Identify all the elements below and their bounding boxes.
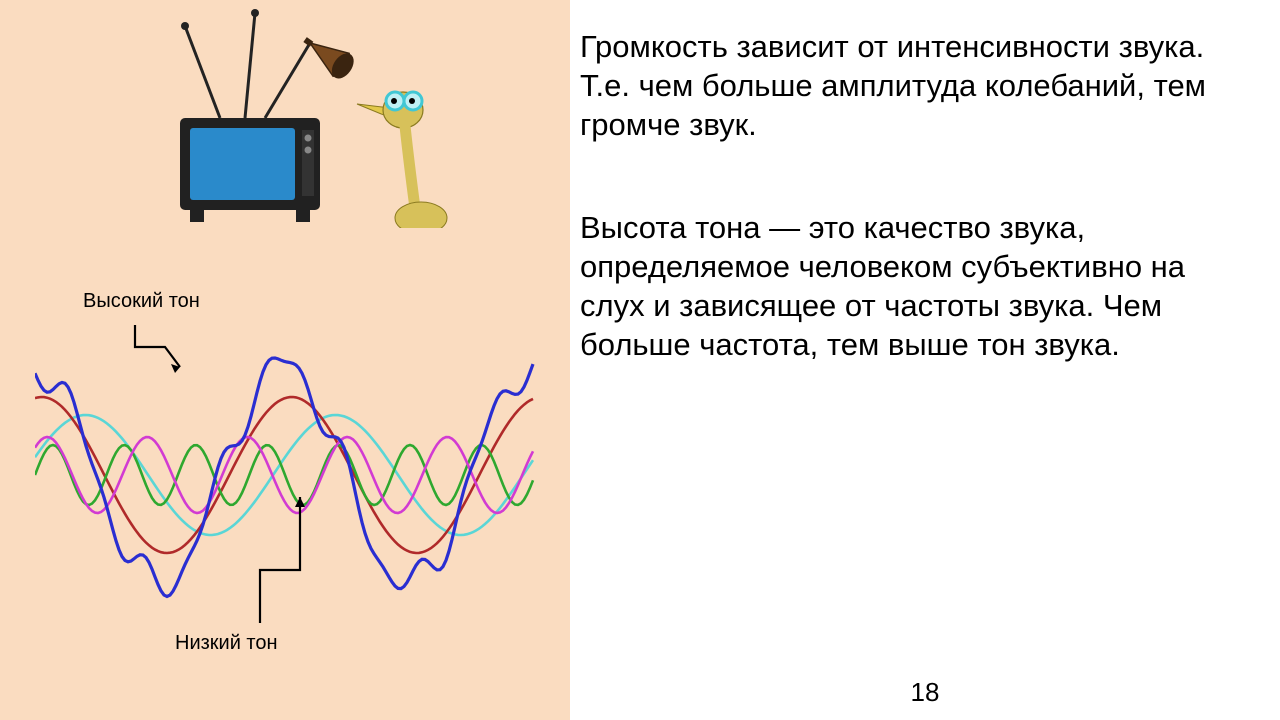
right-column: Громкость зависит от интенсивности звука… bbox=[570, 0, 1280, 720]
page-number: 18 bbox=[911, 677, 940, 708]
paragraph-loudness: Громкость зависит от интенсивности звука… bbox=[580, 28, 1250, 144]
wave-green bbox=[35, 445, 533, 505]
wave-blue bbox=[35, 358, 533, 597]
wave-diagram: Высокий тон Низкий тон bbox=[35, 290, 535, 670]
low-tone-label: Низкий тон bbox=[175, 632, 278, 655]
wave-svg bbox=[35, 325, 535, 625]
top-illustration bbox=[160, 8, 450, 228]
paragraph-pitch: Высота тона — это качество звука, опреде… bbox=[580, 209, 1250, 364]
left-column: Высокий тон Низкий тон bbox=[0, 0, 570, 720]
high-tone-label: Высокий тон bbox=[83, 290, 200, 313]
slide-page: Высокий тон Низкий тон Громкость зависит… bbox=[0, 0, 1280, 720]
